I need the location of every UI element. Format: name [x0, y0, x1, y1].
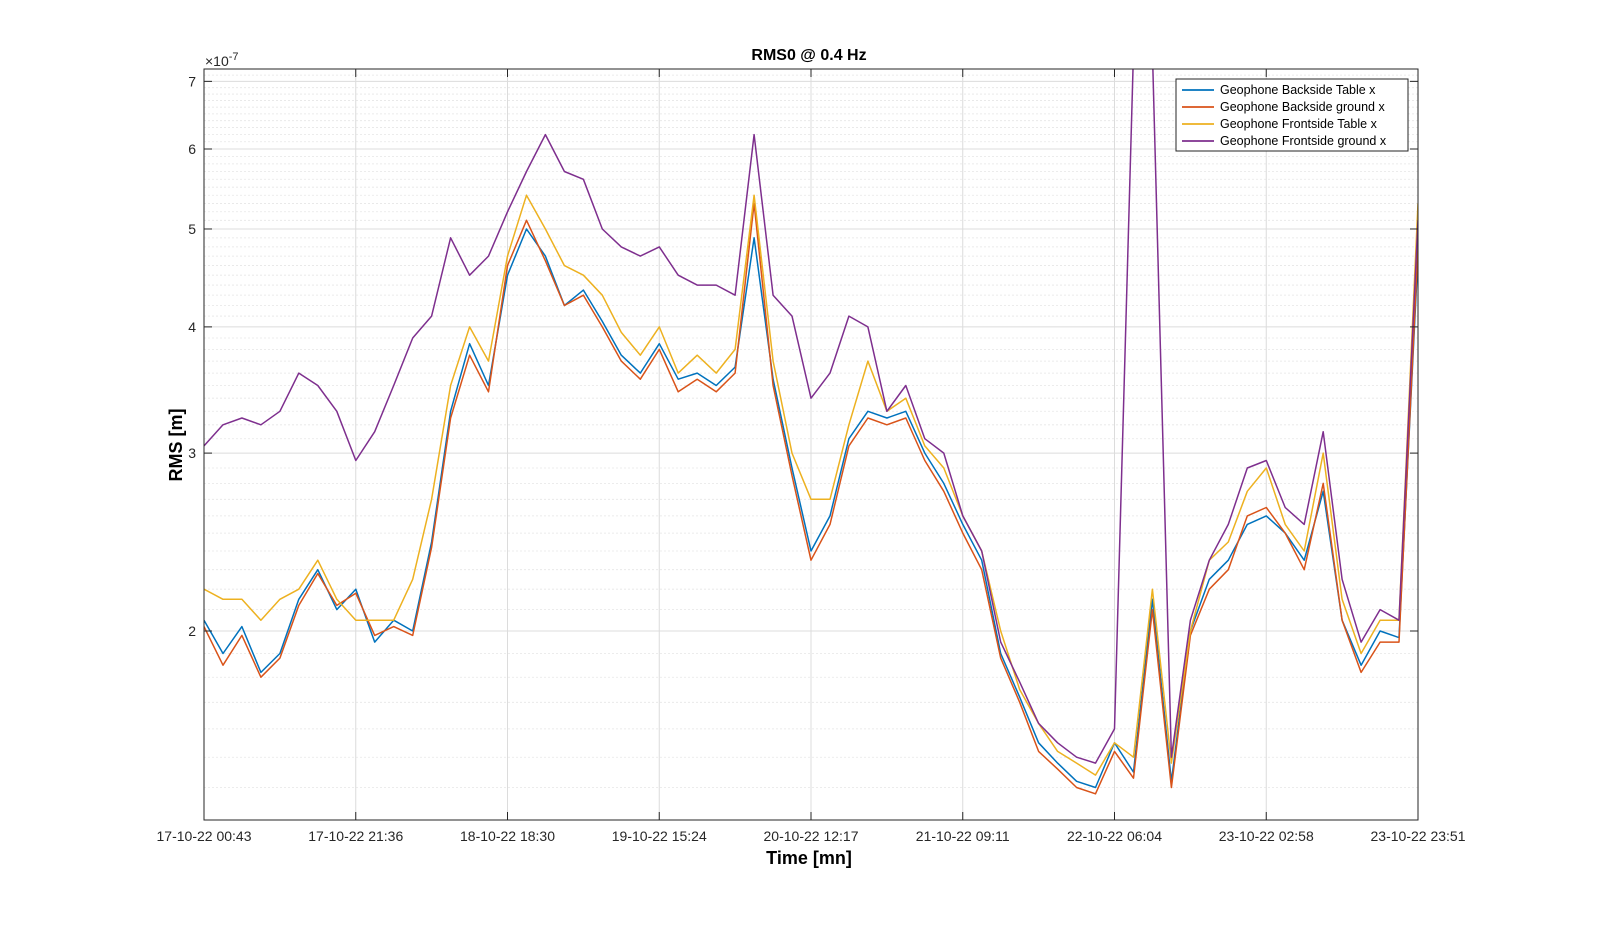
x-tick-label: 17-10-22 21:36	[308, 828, 403, 844]
legend-entry: Geophone Backside Table x	[1220, 83, 1376, 97]
legend-entry: Geophone Backside ground x	[1220, 100, 1385, 114]
legend-entry: Geophone Frontside Table x	[1220, 117, 1378, 131]
chart-title: RMS0 @ 0.4 Hz	[751, 47, 866, 64]
x-tick-label: 23-10-22 23:51	[1371, 828, 1466, 844]
y-tick-label: 5	[188, 221, 196, 237]
x-tick-label: 21-10-22 09:11	[916, 828, 1010, 844]
x-tick-label: 20-10-22 12:17	[764, 828, 859, 844]
series-line	[204, 69, 1418, 764]
legend: Geophone Backside Table x Geophone Backsi…	[1175, 78, 1409, 152]
x-axis-title: Time [mn]	[766, 848, 852, 868]
series-line	[204, 202, 1418, 795]
y-tick-label: 7	[188, 73, 196, 89]
legend-box	[1175, 78, 1409, 152]
y-axis-title: RMS [m]	[166, 409, 186, 482]
series-line	[204, 194, 1418, 776]
x-tick-label: 17-10-22 00:43	[157, 828, 252, 844]
series-line	[204, 228, 1418, 789]
ticks: 2 3 4 5 6 7 17-10-22 00:43 17-10-22 21:36 18-10-…	[157, 69, 1466, 844]
x-tick-label: 23-10-22 02:58	[1219, 828, 1314, 844]
y-tick-label: 3	[188, 445, 196, 461]
svg-text:×10-7: ×10-7	[205, 51, 239, 69]
y-exponent-base: ×10	[205, 53, 229, 69]
y-exponent-label: ×10-7	[205, 51, 239, 69]
grid	[204, 68, 1418, 821]
y-tick-label: 6	[188, 141, 196, 157]
y-tick-label: 4	[188, 319, 196, 335]
y-exponent-power: -7	[229, 51, 239, 63]
legend-entry: Geophone Frontside ground x	[1220, 134, 1387, 148]
series-group	[204, 69, 1418, 795]
x-tick-label: 18-10-22 18:30	[460, 828, 555, 844]
y-tick-label: 2	[188, 623, 196, 639]
x-tick-label: 22-10-22 06:04	[1067, 828, 1162, 844]
x-tick-label: 19-10-22 15:24	[612, 828, 707, 844]
